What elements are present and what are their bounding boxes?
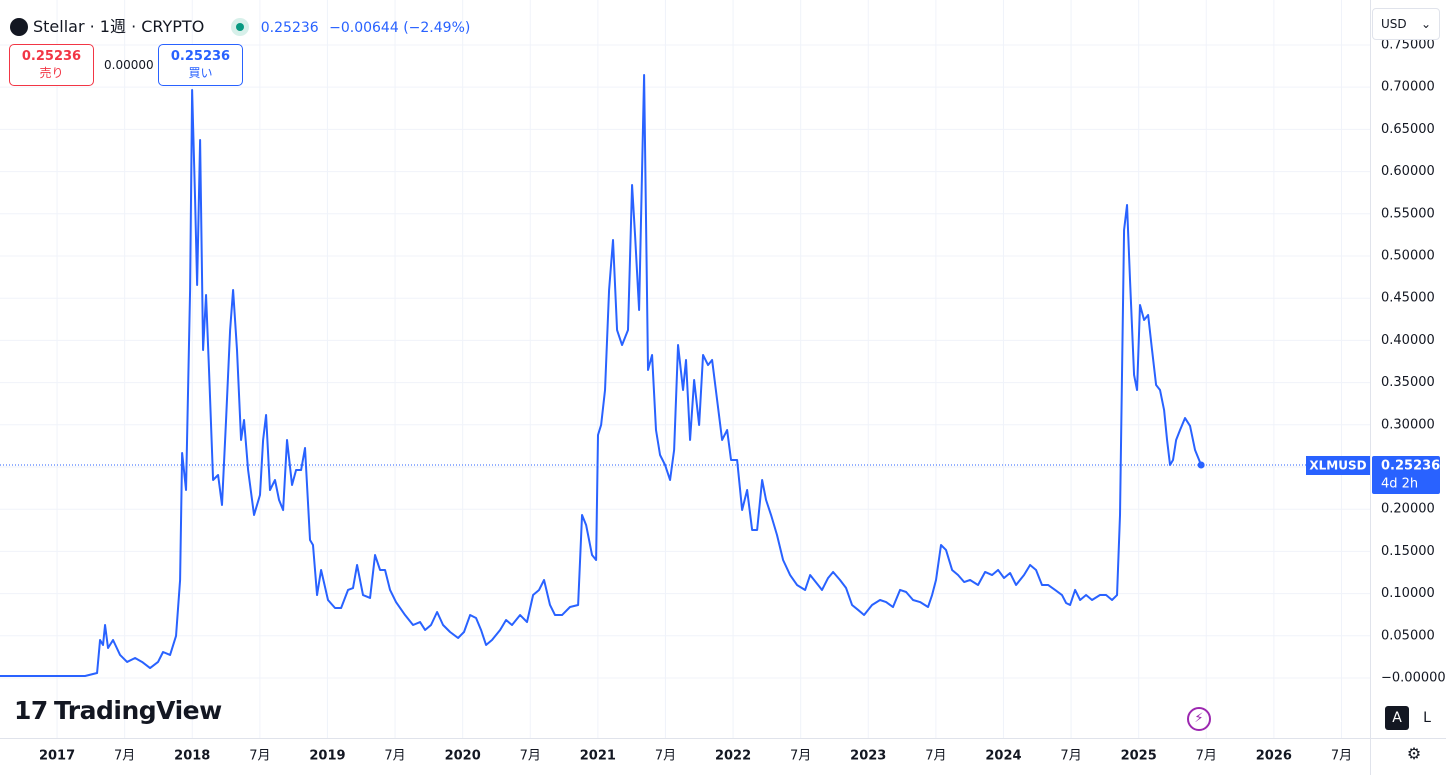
header-change-pct: (−2.49%) xyxy=(403,20,471,36)
sell-button[interactable]: 0.25236 売り xyxy=(9,44,94,86)
x-tick-label: 2025 xyxy=(1121,749,1157,764)
y-tick-label: 0.75000 xyxy=(1381,37,1435,52)
y-tick-label: 0.50000 xyxy=(1381,248,1435,263)
x-tick-label: 2023 xyxy=(850,749,886,764)
x-tick-label: 2024 xyxy=(985,749,1021,764)
dropdown-arrow: ⌄ xyxy=(1420,17,1431,31)
sell-label: 売り xyxy=(39,66,64,80)
x-tick-label: 7月 xyxy=(384,749,405,764)
y-tick-label: 0.15000 xyxy=(1381,544,1435,559)
x-tick-label: 2026 xyxy=(1256,749,1292,764)
header-price: 0.25236 xyxy=(260,20,319,36)
symbol-title[interactable]: Stellar · 1週 · CRYPTO xyxy=(33,17,205,36)
market-status xyxy=(230,18,249,36)
price-line xyxy=(0,74,1203,677)
price-axis xyxy=(1370,0,1446,775)
symbol-logo xyxy=(10,18,28,36)
x-tick-label: 2021 xyxy=(580,749,616,764)
x-tick-label: 7月 xyxy=(520,749,541,764)
x-tick-label: 7月 xyxy=(114,749,135,764)
buy-price: 0.25236 xyxy=(170,49,231,64)
y-tick-label: 0.40000 xyxy=(1381,333,1435,348)
x-tick-label: 2022 xyxy=(715,749,751,764)
x-tick-label: 2017 xyxy=(39,749,75,764)
symbol-header: Stellar · 1週 · CRYPTO 0.25236 −0.00644 (… xyxy=(10,13,470,37)
symbol-tag-label: XLMUSD xyxy=(1309,458,1366,472)
watermark: 𝟭𝟳 TradingView xyxy=(14,696,222,725)
x-tick-label: 2020 xyxy=(445,749,481,764)
price-tag-label: 0.25236 xyxy=(1381,458,1440,473)
watermark-text: TradingView xyxy=(54,696,222,725)
currency-selector[interactable]: USD ⌄ xyxy=(1372,8,1440,40)
y-tick-label: 0.35000 xyxy=(1381,375,1435,390)
x-tick-label: 2019 xyxy=(309,749,345,764)
y-tick-label: 0.30000 xyxy=(1381,417,1435,432)
x-tick-label: 7月 xyxy=(925,749,946,764)
y-tick-label: 0.70000 xyxy=(1381,80,1435,95)
y-tick-label: 0.10000 xyxy=(1381,586,1435,601)
x-tick-label: 7月 xyxy=(249,749,270,764)
settings-button[interactable]: ⚙ xyxy=(1406,744,1422,763)
auto-scale-button[interactable]: A xyxy=(1385,706,1409,730)
price-tag xyxy=(1372,455,1440,494)
last-point xyxy=(1197,461,1205,469)
header-change: −0.00644 xyxy=(329,20,399,36)
x-tick-label: 7月 xyxy=(1060,749,1081,764)
currency-label: USD xyxy=(1381,17,1407,31)
spread: 0.00000 xyxy=(104,58,154,72)
symbol-tag xyxy=(1306,455,1370,475)
x-tick-label: 7月 xyxy=(655,749,676,764)
y-tick-label: 0.65000 xyxy=(1381,122,1435,137)
x-tick-label: 7月 xyxy=(790,749,811,764)
y-tick-label: 0.60000 xyxy=(1381,164,1435,179)
log-scale-button[interactable]: L xyxy=(1423,710,1431,726)
x-tick-label: 2018 xyxy=(174,749,210,764)
y-tick-label: 0.45000 xyxy=(1381,291,1435,306)
x-tick-label: 7月 xyxy=(1331,749,1352,764)
x-tick-label: 7月 xyxy=(1196,749,1217,764)
watermark-logo: 𝟭𝟳 xyxy=(14,696,48,725)
buy-label: 買い xyxy=(188,66,213,80)
y-tick-label: 0.20000 xyxy=(1381,502,1435,517)
countdown-label: 4d 2h xyxy=(1381,476,1418,491)
y-tick-label: −0.00000 xyxy=(1381,670,1446,685)
time-axis xyxy=(0,738,1446,775)
sell-price: 0.25236 xyxy=(21,49,82,64)
lightning-icon[interactable]: ⚡ xyxy=(1187,707,1211,731)
y-tick-label: 0.05000 xyxy=(1381,628,1435,643)
buy-button[interactable]: 0.25236 買い xyxy=(158,44,243,86)
y-tick-label: 0.55000 xyxy=(1381,206,1435,221)
